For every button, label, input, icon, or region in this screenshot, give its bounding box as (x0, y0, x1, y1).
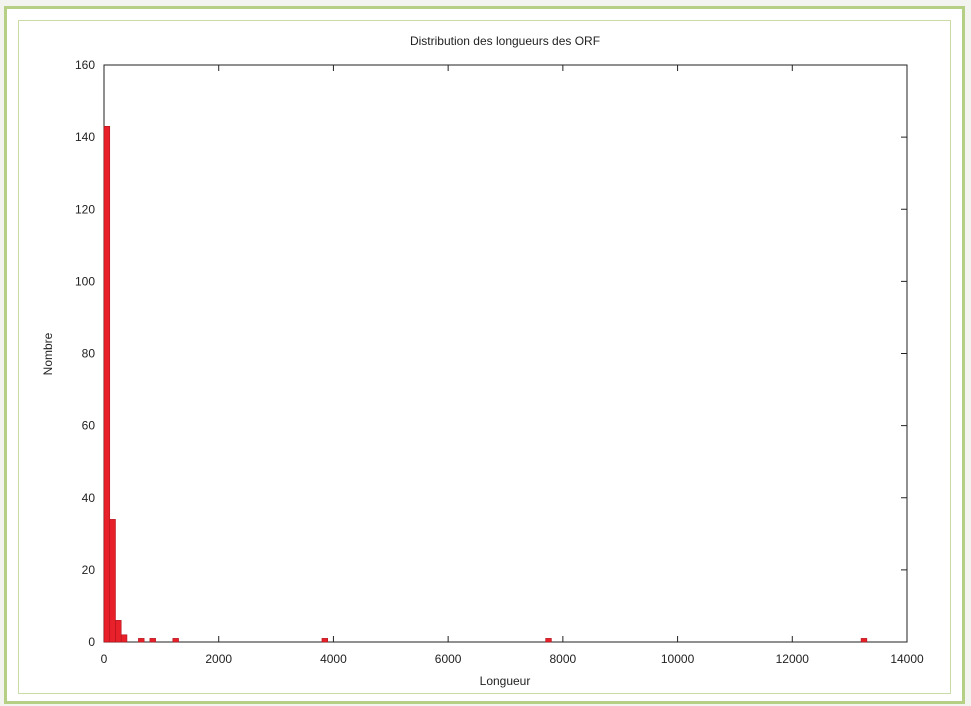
chart-title: Distribution des longueurs des ORF (410, 34, 600, 48)
x-tick-label-6: 12000 (776, 652, 810, 666)
histogram-bar-1 (109, 519, 116, 643)
x-tick-label-3: 6000 (435, 652, 462, 666)
x-tick-label-7: 14000 (890, 652, 924, 666)
y-tick-label-4: 80 (82, 347, 96, 361)
histogram-bar-6 (172, 638, 179, 643)
x-tick-label-1: 2000 (205, 652, 232, 666)
histogram-bar-5 (149, 638, 156, 643)
x-tick-label-5: 10000 (661, 652, 695, 666)
histogram-bar-4 (138, 638, 145, 643)
histogram-bar-7 (321, 638, 328, 643)
x-tick-label-2: 4000 (320, 652, 347, 666)
y-tick-label-3: 60 (82, 419, 96, 433)
chart-frame (4, 6, 965, 704)
x-tick-label-4: 8000 (550, 652, 577, 666)
y-axis-label: Nombre (41, 332, 55, 375)
x-tick-label-0: 0 (101, 652, 108, 666)
y-tick-label-2: 40 (82, 491, 96, 505)
y-tick-label-6: 120 (75, 202, 95, 216)
y-tick-label-1: 20 (82, 563, 96, 577)
y-tick-label-5: 100 (75, 274, 95, 288)
histogram-bar-2 (115, 620, 122, 643)
histogram-bar-8 (545, 638, 552, 643)
y-tick-label-0: 0 (88, 635, 95, 649)
y-tick-label-8: 160 (75, 58, 95, 72)
y-tick-label-7: 140 (75, 130, 95, 144)
histogram-bar-3 (120, 634, 128, 643)
x-axis-label: Longueur (480, 674, 531, 688)
histogram-bar-0 (103, 126, 111, 643)
plot-border (103, 64, 908, 643)
chart-panel (18, 20, 951, 694)
histogram-bar-9 (860, 638, 868, 643)
